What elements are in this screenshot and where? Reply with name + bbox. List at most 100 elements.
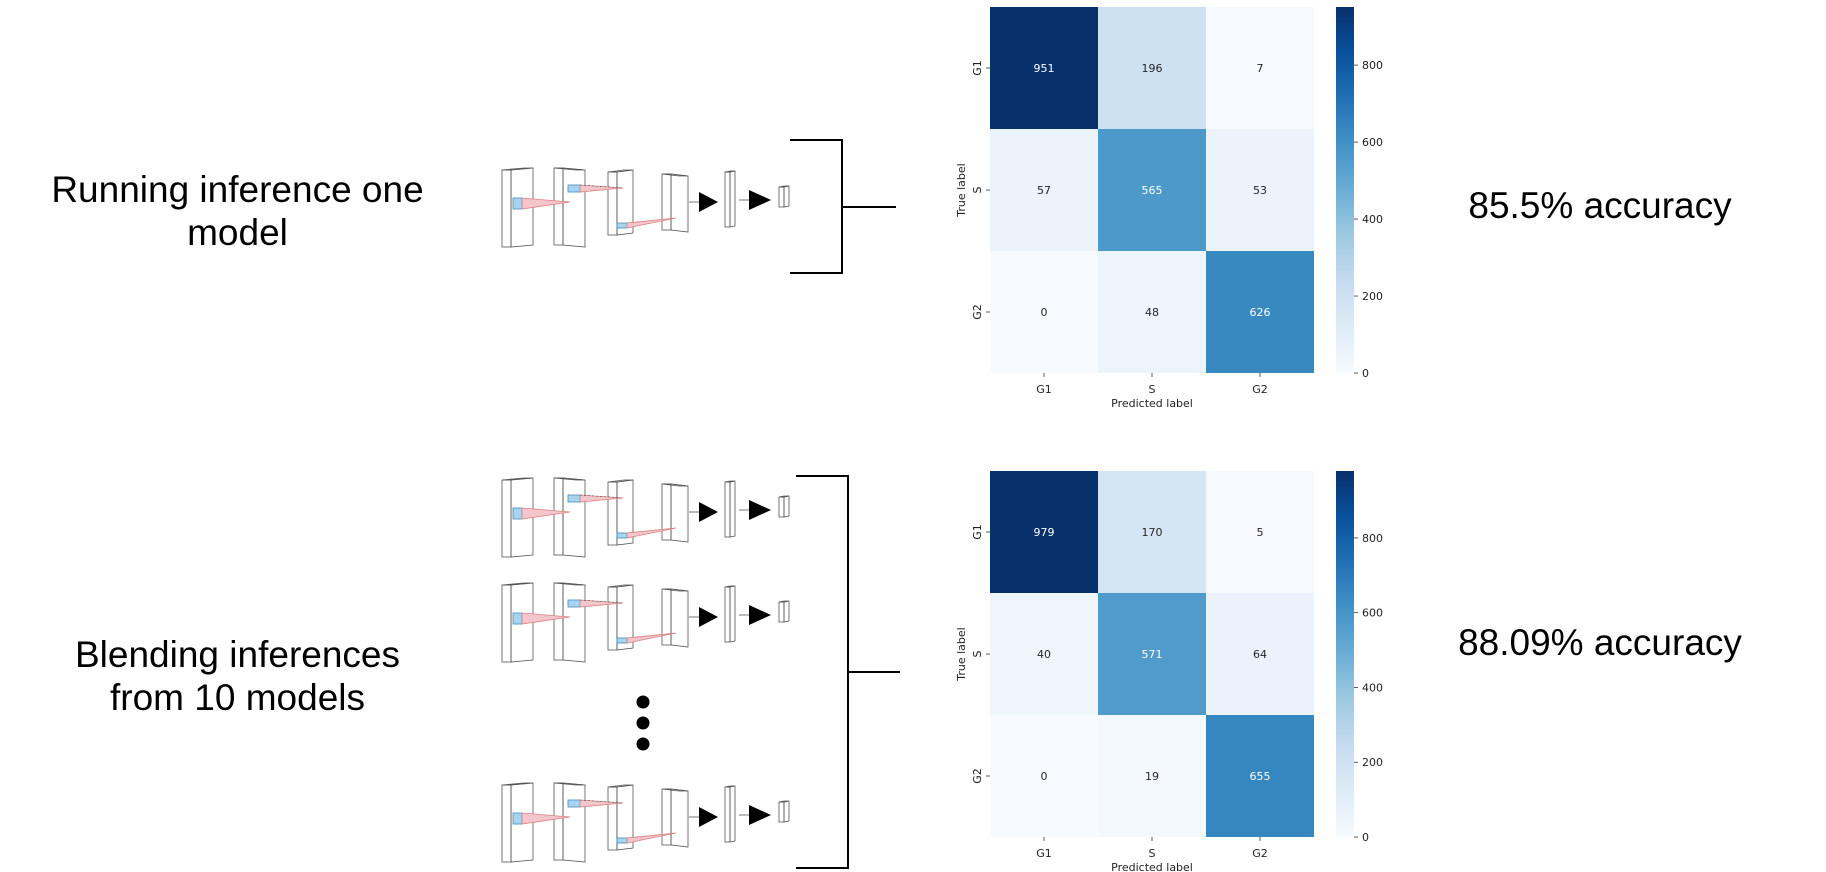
arrow-icon — [749, 805, 771, 825]
arrow-icon — [699, 607, 718, 627]
y-tick-label: S — [971, 650, 984, 657]
colorbar — [1336, 7, 1354, 373]
heatmap-cell — [1206, 471, 1314, 593]
projection-icon — [521, 507, 571, 520]
dense-layer — [724, 785, 736, 843]
cell-value-label: 7 — [1257, 62, 1264, 75]
colorbar-tick-label: 800 — [1362, 532, 1383, 545]
arrow-icon — [699, 502, 718, 522]
cell-value-label: 53 — [1253, 184, 1267, 197]
colorbar — [1336, 471, 1354, 837]
caption-single-line2: model — [187, 212, 288, 253]
conv-block — [553, 167, 586, 248]
conv-block — [661, 588, 689, 648]
bracket-single — [790, 139, 896, 274]
cnn-model-3 — [501, 582, 790, 663]
caption-ensemble: Blending inferences from 10 models — [30, 633, 445, 719]
ellipsis-dot-icon — [636, 716, 650, 730]
confusion-matrix-1: 951 196 7 57 565 53 0 48 626 G1 S G2 Predicted label… — [955, 7, 1383, 410]
projection-icon — [521, 612, 571, 625]
projection-icon — [521, 812, 571, 825]
heatmap-cell — [1098, 593, 1206, 715]
projection-icon — [626, 527, 677, 539]
cnn-model-1 — [501, 167, 790, 248]
projection-icon — [579, 799, 624, 808]
kernel-icon — [512, 507, 523, 520]
x-axis-label: Predicted label — [1111, 861, 1193, 872]
kernel-icon — [567, 184, 581, 193]
caption-ensemble-line1: Blending inferences — [75, 634, 400, 675]
y-axis-label: True label — [955, 163, 968, 217]
heatmap-cell — [1098, 715, 1206, 837]
colorbar-tick-label: 400 — [1362, 213, 1383, 226]
heatmap-cell — [990, 471, 1098, 593]
projection-icon — [579, 494, 624, 503]
caption-single-model: Running inference one model — [30, 168, 445, 254]
dense-layer — [724, 170, 736, 228]
accuracy-ensemble: 88.09% accuracy — [1458, 622, 1742, 663]
cell-value-label: 170 — [1142, 526, 1163, 539]
conv-block — [607, 169, 634, 236]
kernel-icon — [567, 599, 581, 608]
conv-block — [661, 483, 689, 543]
kernel-icon — [616, 532, 628, 539]
projection-icon — [626, 632, 677, 644]
y-tick-label: G1 — [971, 60, 984, 76]
x-tick-label: G2 — [1252, 847, 1268, 860]
cell-value-label: 196 — [1142, 62, 1163, 75]
heatmap-cell — [1206, 593, 1314, 715]
arrow-icon — [749, 605, 771, 625]
y-tick-label: G1 — [971, 524, 984, 540]
x-axis-label: Predicted label — [1111, 397, 1193, 410]
cell-value-label: 571 — [1142, 648, 1163, 661]
heatmap-cell — [1098, 129, 1206, 251]
caption-single-line1: Running inference one — [51, 169, 424, 210]
projection-icon — [579, 599, 624, 608]
caption-ensemble-line2: from 10 models — [110, 677, 365, 718]
confusion-matrix-2: 979 170 5 40 571 64 0 19 655 G1 S G2 Predicted label… — [955, 471, 1383, 872]
output-layer — [778, 185, 790, 208]
colorbar-tick-label: 800 — [1362, 59, 1383, 72]
y-tick-label: G2 — [971, 768, 984, 784]
heatmap-cell — [1098, 7, 1206, 129]
kernel-icon — [512, 612, 523, 625]
cell-value-label: 5 — [1257, 526, 1264, 539]
heatmap-cell — [1098, 251, 1206, 373]
kernel-icon — [616, 837, 628, 844]
colorbar-tick-label: 200 — [1362, 290, 1383, 303]
kernel-icon — [567, 799, 581, 808]
confusion-matrices: 951 196 7 57 565 53 0 48 626 G1 S G2 Predicted label… — [955, 7, 1383, 872]
conv-block — [607, 584, 634, 651]
dense-layer — [724, 585, 736, 643]
kernel-icon — [616, 222, 628, 229]
cnn-model-2 — [501, 477, 790, 558]
heatmap-cell — [1098, 471, 1206, 593]
dense-layer — [724, 480, 736, 538]
ellipsis-dot-icon — [636, 737, 650, 751]
conv-block — [553, 782, 586, 863]
colorbar-tick-label: 600 — [1362, 607, 1383, 620]
heatmap-cell — [990, 715, 1098, 837]
cell-value-label: 57 — [1037, 184, 1051, 197]
cnn-model-4 — [501, 782, 790, 863]
colorbar-tick-label: 0 — [1362, 831, 1369, 844]
x-tick-label: G2 — [1252, 383, 1268, 396]
conv-block — [501, 582, 534, 663]
heatmap-cell — [1206, 251, 1314, 373]
conv-block — [501, 477, 534, 558]
conv-block — [607, 784, 634, 851]
arrow-icon — [699, 192, 718, 212]
cell-value-label: 951 — [1034, 62, 1055, 75]
projection-icon — [626, 217, 677, 229]
conv-block — [661, 173, 689, 233]
y-tick-label: S — [971, 186, 984, 193]
x-tick-label: G1 — [1036, 383, 1052, 396]
kernel-icon — [567, 494, 581, 503]
heatmap-cell — [1206, 7, 1314, 129]
heatmap-cell — [990, 251, 1098, 373]
output-layer — [778, 495, 790, 518]
colorbar-tick-label: 0 — [1362, 367, 1369, 380]
cell-value-label: 655 — [1250, 770, 1271, 783]
heatmap-cell — [990, 7, 1098, 129]
